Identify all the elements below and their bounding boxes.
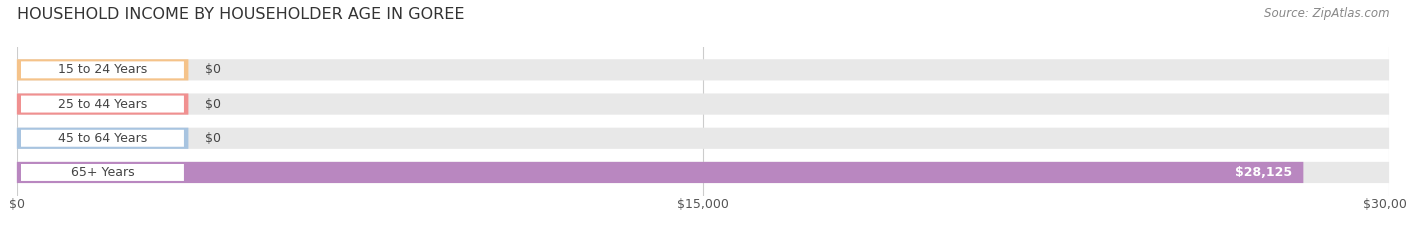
FancyBboxPatch shape [21, 61, 184, 78]
FancyBboxPatch shape [17, 128, 1389, 149]
Text: 45 to 64 Years: 45 to 64 Years [58, 132, 148, 145]
Text: $0: $0 [205, 132, 221, 145]
Text: HOUSEHOLD INCOME BY HOUSEHOLDER AGE IN GOREE: HOUSEHOLD INCOME BY HOUSEHOLDER AGE IN G… [17, 7, 464, 22]
FancyBboxPatch shape [17, 162, 1389, 183]
Text: Source: ZipAtlas.com: Source: ZipAtlas.com [1264, 7, 1389, 20]
FancyBboxPatch shape [21, 130, 184, 147]
FancyBboxPatch shape [21, 164, 184, 181]
Text: $0: $0 [205, 63, 221, 76]
Text: 65+ Years: 65+ Years [70, 166, 135, 179]
Text: $28,125: $28,125 [1236, 166, 1292, 179]
Text: 25 to 44 Years: 25 to 44 Years [58, 98, 148, 111]
FancyBboxPatch shape [17, 162, 1303, 183]
FancyBboxPatch shape [17, 128, 188, 149]
FancyBboxPatch shape [17, 93, 1389, 115]
FancyBboxPatch shape [21, 96, 184, 113]
Text: 15 to 24 Years: 15 to 24 Years [58, 63, 148, 76]
FancyBboxPatch shape [17, 59, 1389, 80]
FancyBboxPatch shape [17, 59, 188, 80]
FancyBboxPatch shape [17, 93, 188, 115]
Text: $0: $0 [205, 98, 221, 111]
